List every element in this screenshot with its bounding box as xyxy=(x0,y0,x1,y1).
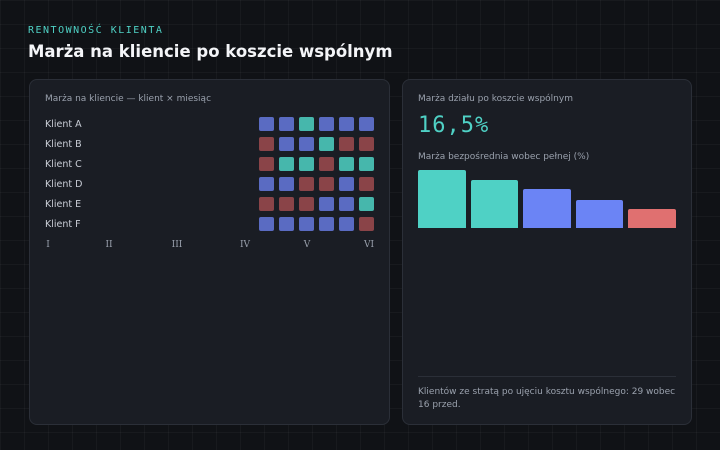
heatmap-cell xyxy=(279,117,294,131)
heatmap-cell xyxy=(319,117,334,131)
heatmap-cell xyxy=(359,137,374,151)
bar xyxy=(523,189,571,228)
heatmap-cell xyxy=(259,157,274,171)
heatmap-cell xyxy=(279,157,294,171)
heatmap-cell xyxy=(259,137,274,151)
heatmap-cell xyxy=(299,217,314,231)
heatmap-cell xyxy=(259,217,274,231)
heatmap-row-label: Klient E xyxy=(45,199,82,210)
bar-chart xyxy=(418,170,676,228)
heatmap-cell xyxy=(299,177,314,191)
heatmap-cell xyxy=(319,197,334,211)
heatmap-caption: Marża na kliencie — klient × miesiąc xyxy=(45,94,212,104)
heatmap-cell xyxy=(359,117,374,131)
kpi-value: 16,5% xyxy=(418,113,490,138)
bar xyxy=(418,170,466,228)
divider xyxy=(418,376,676,377)
footnote: Klientów ze stratą po ujęciu kosztu wspó… xyxy=(418,387,676,410)
heatmap-row-label: Klient D xyxy=(45,179,83,190)
heatmap-cell xyxy=(359,177,374,191)
month-label: II xyxy=(105,240,113,250)
heatmap-row-label: Klient A xyxy=(45,119,82,130)
heatmap-cell xyxy=(339,137,354,151)
heatmap-row-label: Klient B xyxy=(45,139,82,150)
heatmap-cell xyxy=(299,117,314,131)
kpi-caption: Marża działu po koszcie wspólnym xyxy=(418,94,573,104)
heatmap-cell xyxy=(259,197,274,211)
month-label: IV xyxy=(239,240,251,250)
heatmap-cell xyxy=(319,177,334,191)
heatmap-cell xyxy=(259,177,274,191)
page-title: Marża na kliencie po koszcie wspólnym xyxy=(28,42,393,61)
kpi-card: Marża działu po koszcie wspólnym 16,5% M… xyxy=(402,79,692,425)
bar xyxy=(575,200,624,228)
heatmap-cell xyxy=(299,157,314,171)
heatmap-row-label: Klient F xyxy=(45,219,81,230)
month-label: V xyxy=(303,240,311,250)
month-label: VI xyxy=(363,240,375,250)
heatmap-cell xyxy=(299,197,314,211)
heatmap-cell xyxy=(279,137,294,151)
heatmap-cell xyxy=(339,197,354,211)
heatmap-cell xyxy=(259,117,274,131)
eyebrow-label: RENTOWNOŚĆ KLIENTA xyxy=(28,25,164,36)
heatmap-cell xyxy=(359,157,374,171)
heatmap-cell xyxy=(359,217,374,231)
heatmap-cell xyxy=(319,217,334,231)
heatmap-row-label: Klient C xyxy=(45,159,82,170)
heatmap-cell xyxy=(339,177,354,191)
heatmap-cell xyxy=(319,157,334,171)
bar xyxy=(470,180,519,228)
heatmap-cell xyxy=(359,197,374,211)
month-label: I xyxy=(46,240,50,250)
heatmap-cell xyxy=(299,137,314,151)
heatmap-cell xyxy=(339,157,354,171)
bars-caption: Marża bezpośrednia wobec pełnej (%) xyxy=(418,152,590,162)
month-label: III xyxy=(171,240,183,250)
heatmap-cell xyxy=(319,137,334,151)
heatmap-cell xyxy=(279,217,294,231)
heatmap-cell xyxy=(339,117,354,131)
heatmap-card: Marża na kliencie — klient × miesiąc Kli… xyxy=(29,79,390,425)
heatmap-cell xyxy=(279,177,294,191)
heatmap-cell xyxy=(339,217,354,231)
bar xyxy=(628,209,676,228)
heatmap-cell xyxy=(279,197,294,211)
